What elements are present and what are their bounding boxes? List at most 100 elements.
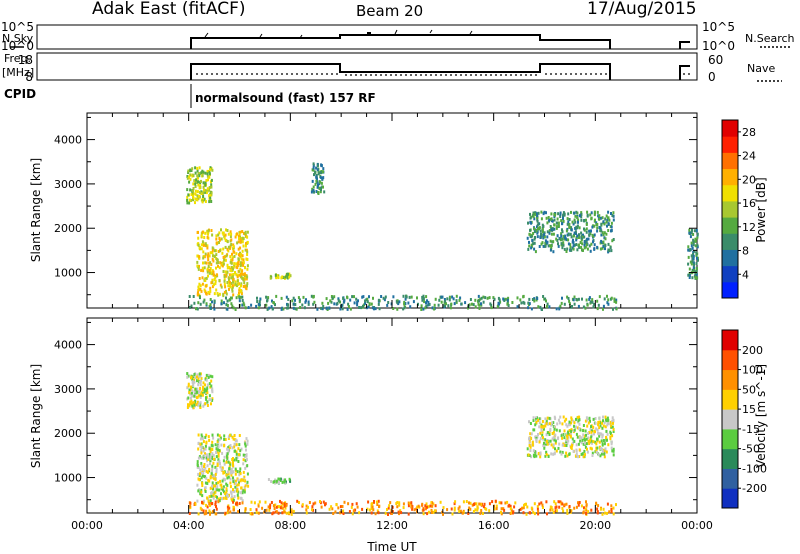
velocity-echo-cell [226,470,229,474]
velocity-echo-cell [308,501,311,504]
power-echo-cell [274,273,277,277]
power-echo-cell [692,254,695,258]
velocity-echo-cell [610,442,613,446]
velocity-echo-cell [217,500,220,504]
velocity-echo-cell [207,373,210,377]
power-echo-cell [548,305,551,309]
power-echo-cell [543,235,546,239]
power-echo-cell [215,237,218,241]
velocity-echo-cell [210,447,213,451]
power-echo-cell [451,295,454,299]
power-echo-cell [372,296,374,300]
velocity-echo-cell [211,397,214,401]
velocity-echo-cell [525,502,527,506]
velocity-echo-cell [538,425,541,429]
power-echo-cell [194,192,197,196]
velocity-echo-cell [210,379,213,383]
velocity-echo-cell [194,387,197,391]
power-echo-cell [603,297,606,301]
velocity-echo-cell [216,433,219,437]
velocity-echo-cell [612,453,615,457]
power-echo-cell [471,302,473,306]
velocity-echo-cell [274,478,277,482]
velocity-echo-cell [339,511,342,515]
power-echo-cell [234,280,237,284]
power-echo-cell [603,222,606,226]
power-echo-cell [319,175,322,179]
velocity-echo-cell [232,460,234,464]
velocity-echo-cell [214,500,217,504]
velocity-echo-cell [224,496,227,500]
power-echo-cell [229,230,232,234]
power-echo-cell [567,212,570,216]
velocity-echo-cell [314,501,317,505]
power-echo-cell [210,271,212,275]
velocity-echo-cell [253,501,256,505]
freq-label-bottom: [MHz] [2,66,34,79]
power-echo-cell [259,297,262,301]
velocity-echo-cell [375,500,378,504]
power-echo-cell [317,172,320,176]
power-echo-cell [478,299,481,303]
nsky-trace [190,32,611,49]
velocity-echo-cell [203,469,206,472]
power-echo-cell [275,276,278,280]
velocity-echo-cell [202,449,205,453]
velocity-colorbar-swatch [722,448,738,469]
velocity-echo-cell [245,458,248,462]
power-echo-cell [692,261,695,265]
velocity-echo-cell [454,500,457,504]
power-echo-cell [492,296,495,300]
velocity-echo-cell [540,423,543,427]
power-echo-cell [301,303,304,307]
power-echo-cell [188,201,191,205]
velocity-echo-cell [431,504,434,508]
velocity-echo-cell [373,500,375,504]
power-echo-cell [367,305,370,309]
velocity-echo-cell [377,511,380,515]
power-echo-cell [215,261,218,265]
nsky-trace-end [679,41,690,49]
velocity-echo-cell [387,513,389,516]
velocity-echo-cell [578,448,581,452]
velocity-echo-cell [236,456,239,460]
power-echo-cell [380,295,383,298]
velocity-echo-cell [193,392,196,396]
velocity-echo-cell [278,477,281,481]
power-echo-cell [689,248,692,252]
power-echo-cell [239,273,241,277]
velocity-echo-cell [235,443,238,447]
power-colorbar-swatch [722,217,738,234]
power-echo-cell [486,296,489,300]
power-echo-cell [565,250,568,253]
power-echo-region [196,228,249,298]
velocity-echo-cell [575,452,578,456]
power-echo-cell [223,282,226,286]
power-echo-cell [416,296,418,300]
power-echo-cell [694,237,697,241]
velocity-echo-cell [205,456,208,460]
power-echo-cell [195,178,198,182]
velocity-echo-cell [545,419,548,423]
power-echo-cell [219,249,221,253]
power-echo-cell [601,216,604,220]
power-echo-cell [312,295,315,299]
power-echo-cell [241,230,244,233]
velocity-echo-cell [311,505,314,509]
velocity-echo-cell [586,424,589,428]
power-echo-cell [533,217,536,221]
velocity-echo-cell [578,418,581,422]
velocity-echo-cell [234,467,237,471]
velocity-echo-cell [577,501,579,505]
velocity-echo-cell [232,488,234,492]
velocity-echo-cell [232,457,234,460]
power-echo-cell [241,261,244,265]
power-echo-cell [347,305,350,308]
power-echo-cell [198,295,201,299]
power-echo-cell [561,222,563,226]
power-echo-cell [229,235,232,238]
power-echo-cell [692,233,695,236]
velocity-echo-cell [576,455,579,458]
velocity-echo-cell [493,507,496,511]
